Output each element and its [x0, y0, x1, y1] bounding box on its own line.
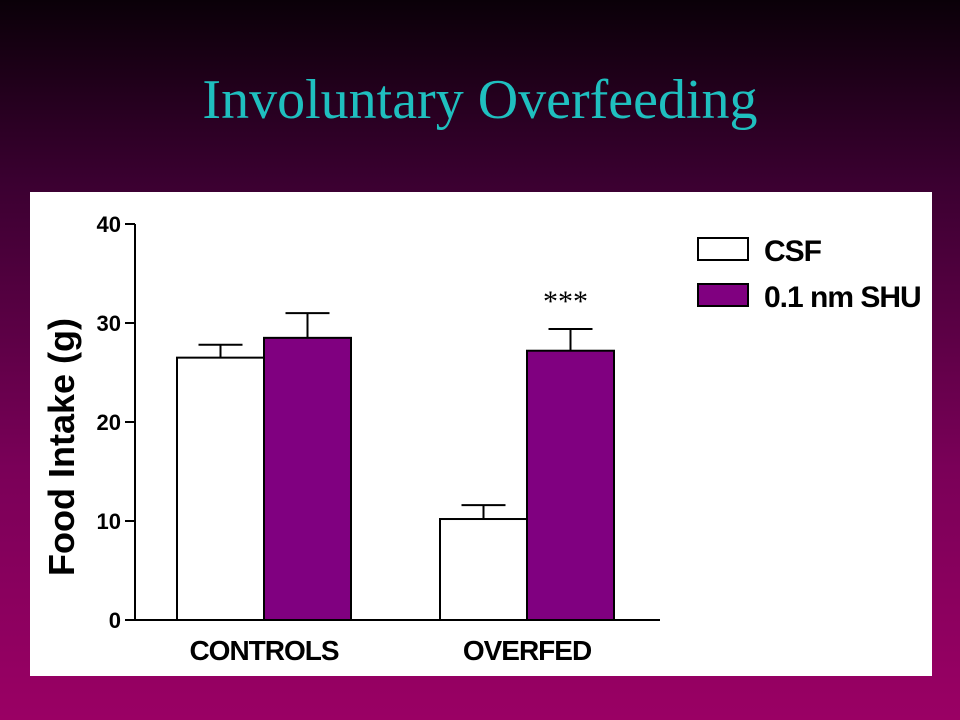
- legend-swatch: [697, 283, 749, 307]
- y-tick-label: 40: [97, 212, 121, 237]
- y-tick-label: 10: [97, 509, 121, 534]
- y-tick-label: 0: [109, 608, 121, 633]
- bar-chart: 0 10 20 30 40 Food Intake (g) CONTROLS OVERFED *…: [41, 212, 922, 666]
- bar-0-1-nm-shu-overfed: [526, 349, 615, 621]
- x-category-label: CONTROLS: [189, 635, 338, 666]
- x-category-label: OVERFED: [463, 635, 592, 666]
- y-axis-label: Food Intake (g): [41, 318, 82, 576]
- significance-annotation: ***: [543, 285, 588, 318]
- chart-panel: 0 10 20 30 40 Food Intake (g) CONTROLS OVERFED *…: [30, 192, 932, 676]
- legend-label: CSF: [764, 235, 822, 268]
- bar-csf-controls: [176, 356, 265, 621]
- legend-swatch: [697, 237, 749, 261]
- y-tick-label: 30: [97, 311, 121, 336]
- slide-title: Involuntary Overfeeding: [202, 69, 758, 131]
- bar-0-1-nm-shu-controls: [263, 336, 352, 621]
- y-tick-label: 20: [97, 410, 121, 435]
- legend-label: 0.1 nm SHU: [764, 281, 921, 314]
- bar-csf-overfed: [439, 518, 528, 621]
